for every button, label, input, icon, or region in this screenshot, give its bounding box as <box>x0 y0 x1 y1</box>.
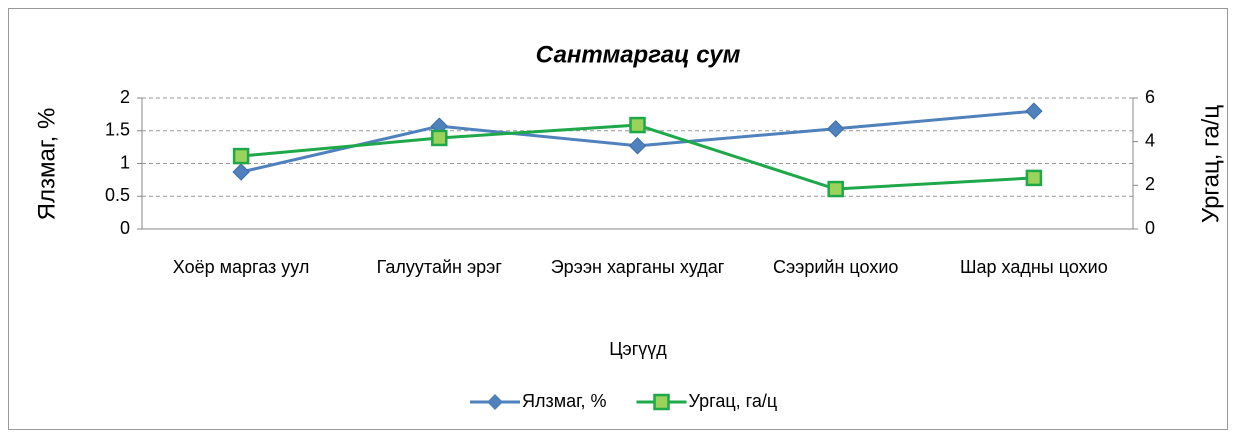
x-tick-label-box: Хоёр маргаз уул <box>172 257 310 277</box>
legend-marker <box>653 393 670 411</box>
y2-tick-label: 0 <box>1145 218 1155 238</box>
x-tick-label-box: Сээрийн цохио <box>772 257 899 277</box>
x-tick-label-box: Галуутайн эрэг <box>376 257 502 277</box>
marker <box>1025 169 1043 187</box>
marker <box>629 116 646 134</box>
y2-tick-label: 6 <box>1145 87 1155 107</box>
y-tick-label: 2 <box>120 87 130 107</box>
y-tick-label: 1.5 <box>105 120 130 140</box>
marker <box>232 147 250 165</box>
legend-marker <box>487 394 503 410</box>
x-tick-label: Шар хадны цохио <box>960 257 1108 277</box>
y-tick-label: 0.5 <box>105 185 130 205</box>
marker <box>826 120 845 138</box>
y2-axis-label: Ургац, га/ц <box>1197 105 1224 223</box>
y2-tick-label: 4 <box>1145 130 1155 150</box>
x-tick-label-box: Эрээн харганы худаг <box>550 257 725 277</box>
legend-label: Ургац, га/ц <box>689 391 778 411</box>
x-tick-label-box: Шар хадны цохио <box>960 257 1108 277</box>
chart-title: Сантмаргац сум <box>536 41 741 68</box>
legend-label: Ялзмаг, % <box>522 391 607 411</box>
chart-border <box>8 8 1228 430</box>
y-tick-label: 0 <box>120 218 130 238</box>
x-tick-label: Эрээн харганы худаг <box>550 257 725 277</box>
x-tick-label: Сээрийн цохио <box>772 257 899 277</box>
marker <box>232 163 250 181</box>
marker <box>827 180 844 198</box>
y-tick-label: 1 <box>120 152 130 172</box>
marker <box>1025 102 1043 120</box>
x-tick-label: Хоёр маргаз уул <box>172 257 310 277</box>
y2-tick-label: 2 <box>1145 174 1155 194</box>
x-tick-label: Галуутайн эрэг <box>376 257 502 277</box>
x-axis-label: Цэгүүд <box>609 339 667 359</box>
y-axis-label: Ялзмаг, % <box>33 108 60 221</box>
marker <box>628 137 647 155</box>
marker <box>431 129 448 147</box>
